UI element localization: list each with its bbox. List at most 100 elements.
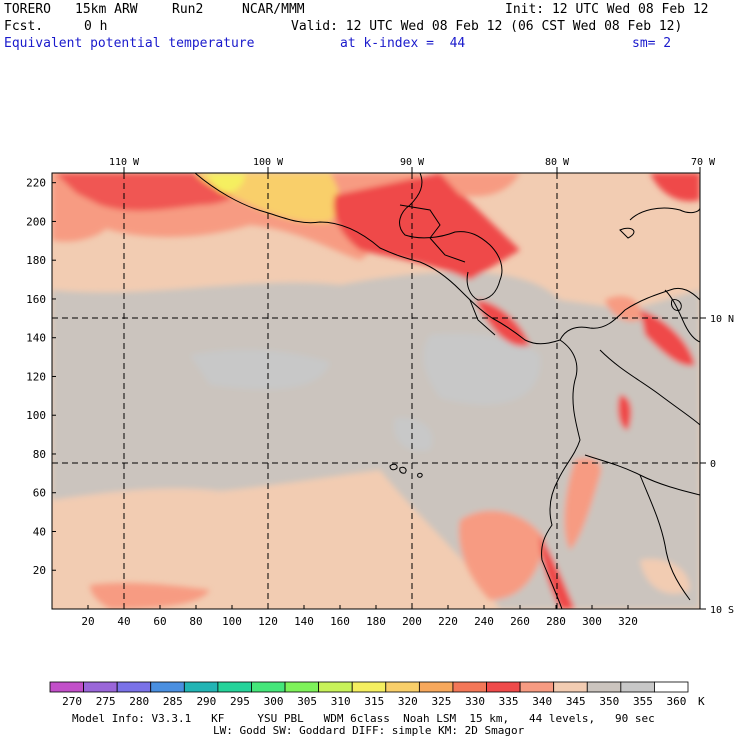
colorbar-level-label: 320 xyxy=(398,695,418,708)
x-tick-label: 300 xyxy=(582,615,602,628)
y-tick-label: 200 xyxy=(26,215,46,228)
colorbar-swatch xyxy=(217,681,252,693)
lake-maracaibo xyxy=(671,299,682,311)
x-tick-label: 80 xyxy=(189,615,202,628)
colorbar-level-label: 355 xyxy=(633,695,653,708)
resolution-label: 15km ARW xyxy=(75,2,138,17)
y-tick-label: 140 xyxy=(26,332,46,345)
colorbar-labels: 270 275 280 285 290 295 300 305 310 315 320 325 330 3… xyxy=(62,695,686,708)
init-time: Init: 12 UTC Wed 08 Feb 12 xyxy=(505,2,709,17)
galapagos-1 xyxy=(389,463,398,471)
guatemala-border xyxy=(399,204,441,239)
colorbar-swatch xyxy=(620,681,655,693)
y-tick-label: 180 xyxy=(26,254,46,267)
island-small xyxy=(619,227,635,239)
level-label: at k-index = 44 xyxy=(340,36,466,51)
colorbar-swatch xyxy=(284,681,320,693)
colorbar-level-label: 275 xyxy=(96,695,116,708)
lat-label-10s: 10 S xyxy=(710,605,734,616)
top-ticks xyxy=(123,167,701,173)
forecast-value: 0 h xyxy=(84,19,108,34)
colorbar-swatch xyxy=(586,681,622,693)
forecast-label: Fcst. xyxy=(4,19,44,34)
field-330-colombia xyxy=(617,395,632,430)
costa-rica-border xyxy=(469,299,496,336)
y-tick-label: 60 xyxy=(33,487,46,500)
field-335-andes xyxy=(564,458,601,550)
field-330-peru xyxy=(540,535,575,609)
peru-brazil-border xyxy=(639,474,691,601)
y-axis-labels: 220 200 180 160 140 120 100 80 60 40 20 xyxy=(26,177,56,577)
colorbar-level-label: 310 xyxy=(331,695,351,708)
y-tick-label: 40 xyxy=(33,525,46,538)
field-340-bolivia xyxy=(640,559,690,594)
field-330-venezuela xyxy=(640,310,695,366)
smoothing-label: sm= 2 xyxy=(632,36,672,51)
colorbar-level-label: 350 xyxy=(599,695,619,708)
colorbar-swatch xyxy=(553,681,588,693)
colorbar-unit: K xyxy=(698,695,705,708)
caribbean-coastline xyxy=(399,173,503,301)
colorbar-level-label: 285 xyxy=(163,695,183,708)
field-330-central-america xyxy=(333,173,520,280)
x-tick-label: 20 xyxy=(81,615,94,628)
colorbar-swatch xyxy=(385,681,420,693)
colorbar-swatch xyxy=(519,681,555,693)
lon-labels: 110 W 100 W 90 W 80 W 70 W xyxy=(109,157,716,168)
colorbar-swatch xyxy=(418,681,454,693)
colorbar-level-label: 300 xyxy=(264,695,284,708)
lon-label-100w: 100 W xyxy=(253,157,284,168)
colorbar-level-label: 295 xyxy=(230,695,250,708)
x-tick-label: 120 xyxy=(258,615,278,628)
field-340-southwest xyxy=(52,488,260,534)
field-335-peru-coast xyxy=(459,510,545,600)
colorbar-swatch xyxy=(654,681,689,693)
field-350-patch-center xyxy=(394,417,433,451)
physics-info: LW: Godd SW: Goddard DIFF: simple KM: 2D… xyxy=(213,724,525,737)
colorbar-swatch xyxy=(183,681,219,693)
x-tick-label: 180 xyxy=(366,615,386,628)
colorbar-level-label: 335 xyxy=(499,695,519,708)
lat-lon-grid xyxy=(52,173,700,609)
x-tick-label: 320 xyxy=(618,615,638,628)
colorbar-swatch xyxy=(251,681,286,693)
y-tick-label: 220 xyxy=(26,177,46,190)
x-tick-label: 40 xyxy=(117,615,130,628)
field-title: Equivalent potential temperature xyxy=(4,36,255,51)
colorbar-level-label: 315 xyxy=(364,695,384,708)
x-tick-label: 220 xyxy=(438,615,458,628)
coastlines xyxy=(194,173,700,609)
lon-label-80w: 80 W xyxy=(545,157,570,168)
valid-time: Valid: 12 UTC Wed 08 Feb 12 (06 CST Wed … xyxy=(291,19,683,34)
org-label: NCAR/MMM xyxy=(242,2,305,17)
field-335-west-edge xyxy=(52,173,110,242)
colorbar-level-label: 280 xyxy=(129,695,149,708)
colorbar-level-label: 340 xyxy=(532,695,552,708)
field-335-caribbean xyxy=(605,296,641,322)
x-tick-label: 60 xyxy=(153,615,166,628)
y-tick-label: 80 xyxy=(33,448,46,461)
field-335-southwest xyxy=(90,582,210,609)
field-330-northeast xyxy=(650,173,700,202)
x-tick-label: 280 xyxy=(546,615,566,628)
colorbar-swatch xyxy=(150,681,185,693)
island-coast xyxy=(629,207,700,221)
model-name: TORERO xyxy=(4,2,51,17)
lat-labels: 10 N 0 10 S xyxy=(710,314,734,616)
lat-label-10n: 10 N xyxy=(710,314,734,325)
field-325-northwest xyxy=(52,173,250,211)
colorbar-level-label: 290 xyxy=(196,695,216,708)
run-label: Run2 xyxy=(172,2,204,17)
theta-e-field xyxy=(52,173,700,609)
colorbar-swatch xyxy=(486,681,521,693)
lon-label-70w: 70 W xyxy=(691,157,716,168)
colorbar-swatch xyxy=(318,681,353,693)
field-350-patch-east xyxy=(423,333,541,405)
colorbar-level-label: 330 xyxy=(465,695,485,708)
y-tick-label: 120 xyxy=(26,370,46,383)
colorbar-level-label: 360 xyxy=(667,695,687,708)
x-tick-label: 200 xyxy=(402,615,422,628)
galapagos-3 xyxy=(417,472,423,478)
y-tick-label: 20 xyxy=(33,564,46,577)
